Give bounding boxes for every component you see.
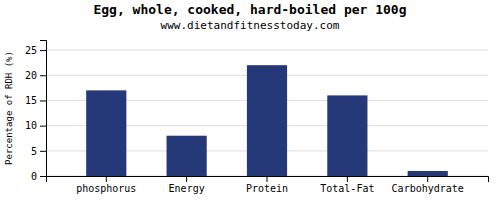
x-tick: Energy [169, 176, 205, 194]
bar [86, 90, 126, 176]
x-tick-label: phosphorus [76, 183, 136, 194]
bar [167, 136, 207, 176]
y-tick-label: 15 [25, 95, 37, 106]
y-tick: 0 [31, 171, 46, 182]
y-tick-mark [40, 100, 46, 101]
grid [46, 50, 488, 176]
x-tick-mark [106, 176, 107, 182]
x-tick-label: Energy [169, 183, 205, 194]
y-tick-mark [40, 176, 46, 177]
x-axis-line [47, 177, 489, 183]
x-tick-mark [347, 176, 348, 182]
y-tick-label: 0 [31, 171, 37, 182]
title: Egg, whole, cooked, hard-boiled per 100g [93, 2, 406, 17]
x-tick-label: Carbohydrate [392, 183, 464, 194]
x-tick: Total-Fat [320, 176, 374, 194]
y-tick-label: 20 [25, 70, 37, 81]
y-tick-label: 10 [25, 120, 37, 131]
y-tick-label: 5 [31, 146, 37, 157]
y-tick-mark [40, 50, 46, 51]
x-tick: Carbohydrate [392, 176, 464, 194]
y-axis: 0 5 10 15 20 25 [25, 41, 47, 182]
y-tick: 25 [25, 45, 46, 56]
subtitle: www.dietandfitnesstoday.com [161, 19, 340, 32]
chart: Egg, whole, cooked, hard-boiled per 100g… [0, 0, 500, 200]
x-axis: phosphorus Energy Protein Total-Fat Carbohyd… [47, 176, 489, 194]
x-tick-label: Protein [246, 183, 288, 194]
bars [86, 65, 448, 176]
bar [247, 65, 287, 176]
y-tick: 15 [25, 95, 46, 106]
x-tick: phosphorus [76, 176, 136, 194]
y-tick-label: 25 [25, 45, 37, 56]
x-tick-mark [186, 176, 187, 182]
y-axis-line [40, 41, 47, 177]
y-tick-mark [40, 75, 46, 76]
y-axis-title: Percentage of RDH (%) [4, 51, 14, 165]
y-tick-mark [40, 151, 46, 152]
y-tick-mark [40, 126, 46, 127]
x-tick-label: Total-Fat [320, 183, 374, 194]
bar [327, 95, 367, 176]
grid-line [46, 50, 488, 51]
y-tick: 20 [25, 70, 46, 81]
bar [408, 171, 448, 176]
x-tick-mark [427, 176, 428, 182]
y-tick: 5 [31, 146, 46, 157]
plot: phosphorus Energy Protein Total-Fat Carbohyd… [25, 41, 489, 195]
x-tick-mark [267, 176, 268, 182]
x-tick: Protein [246, 176, 288, 194]
y-tick: 10 [25, 120, 46, 131]
